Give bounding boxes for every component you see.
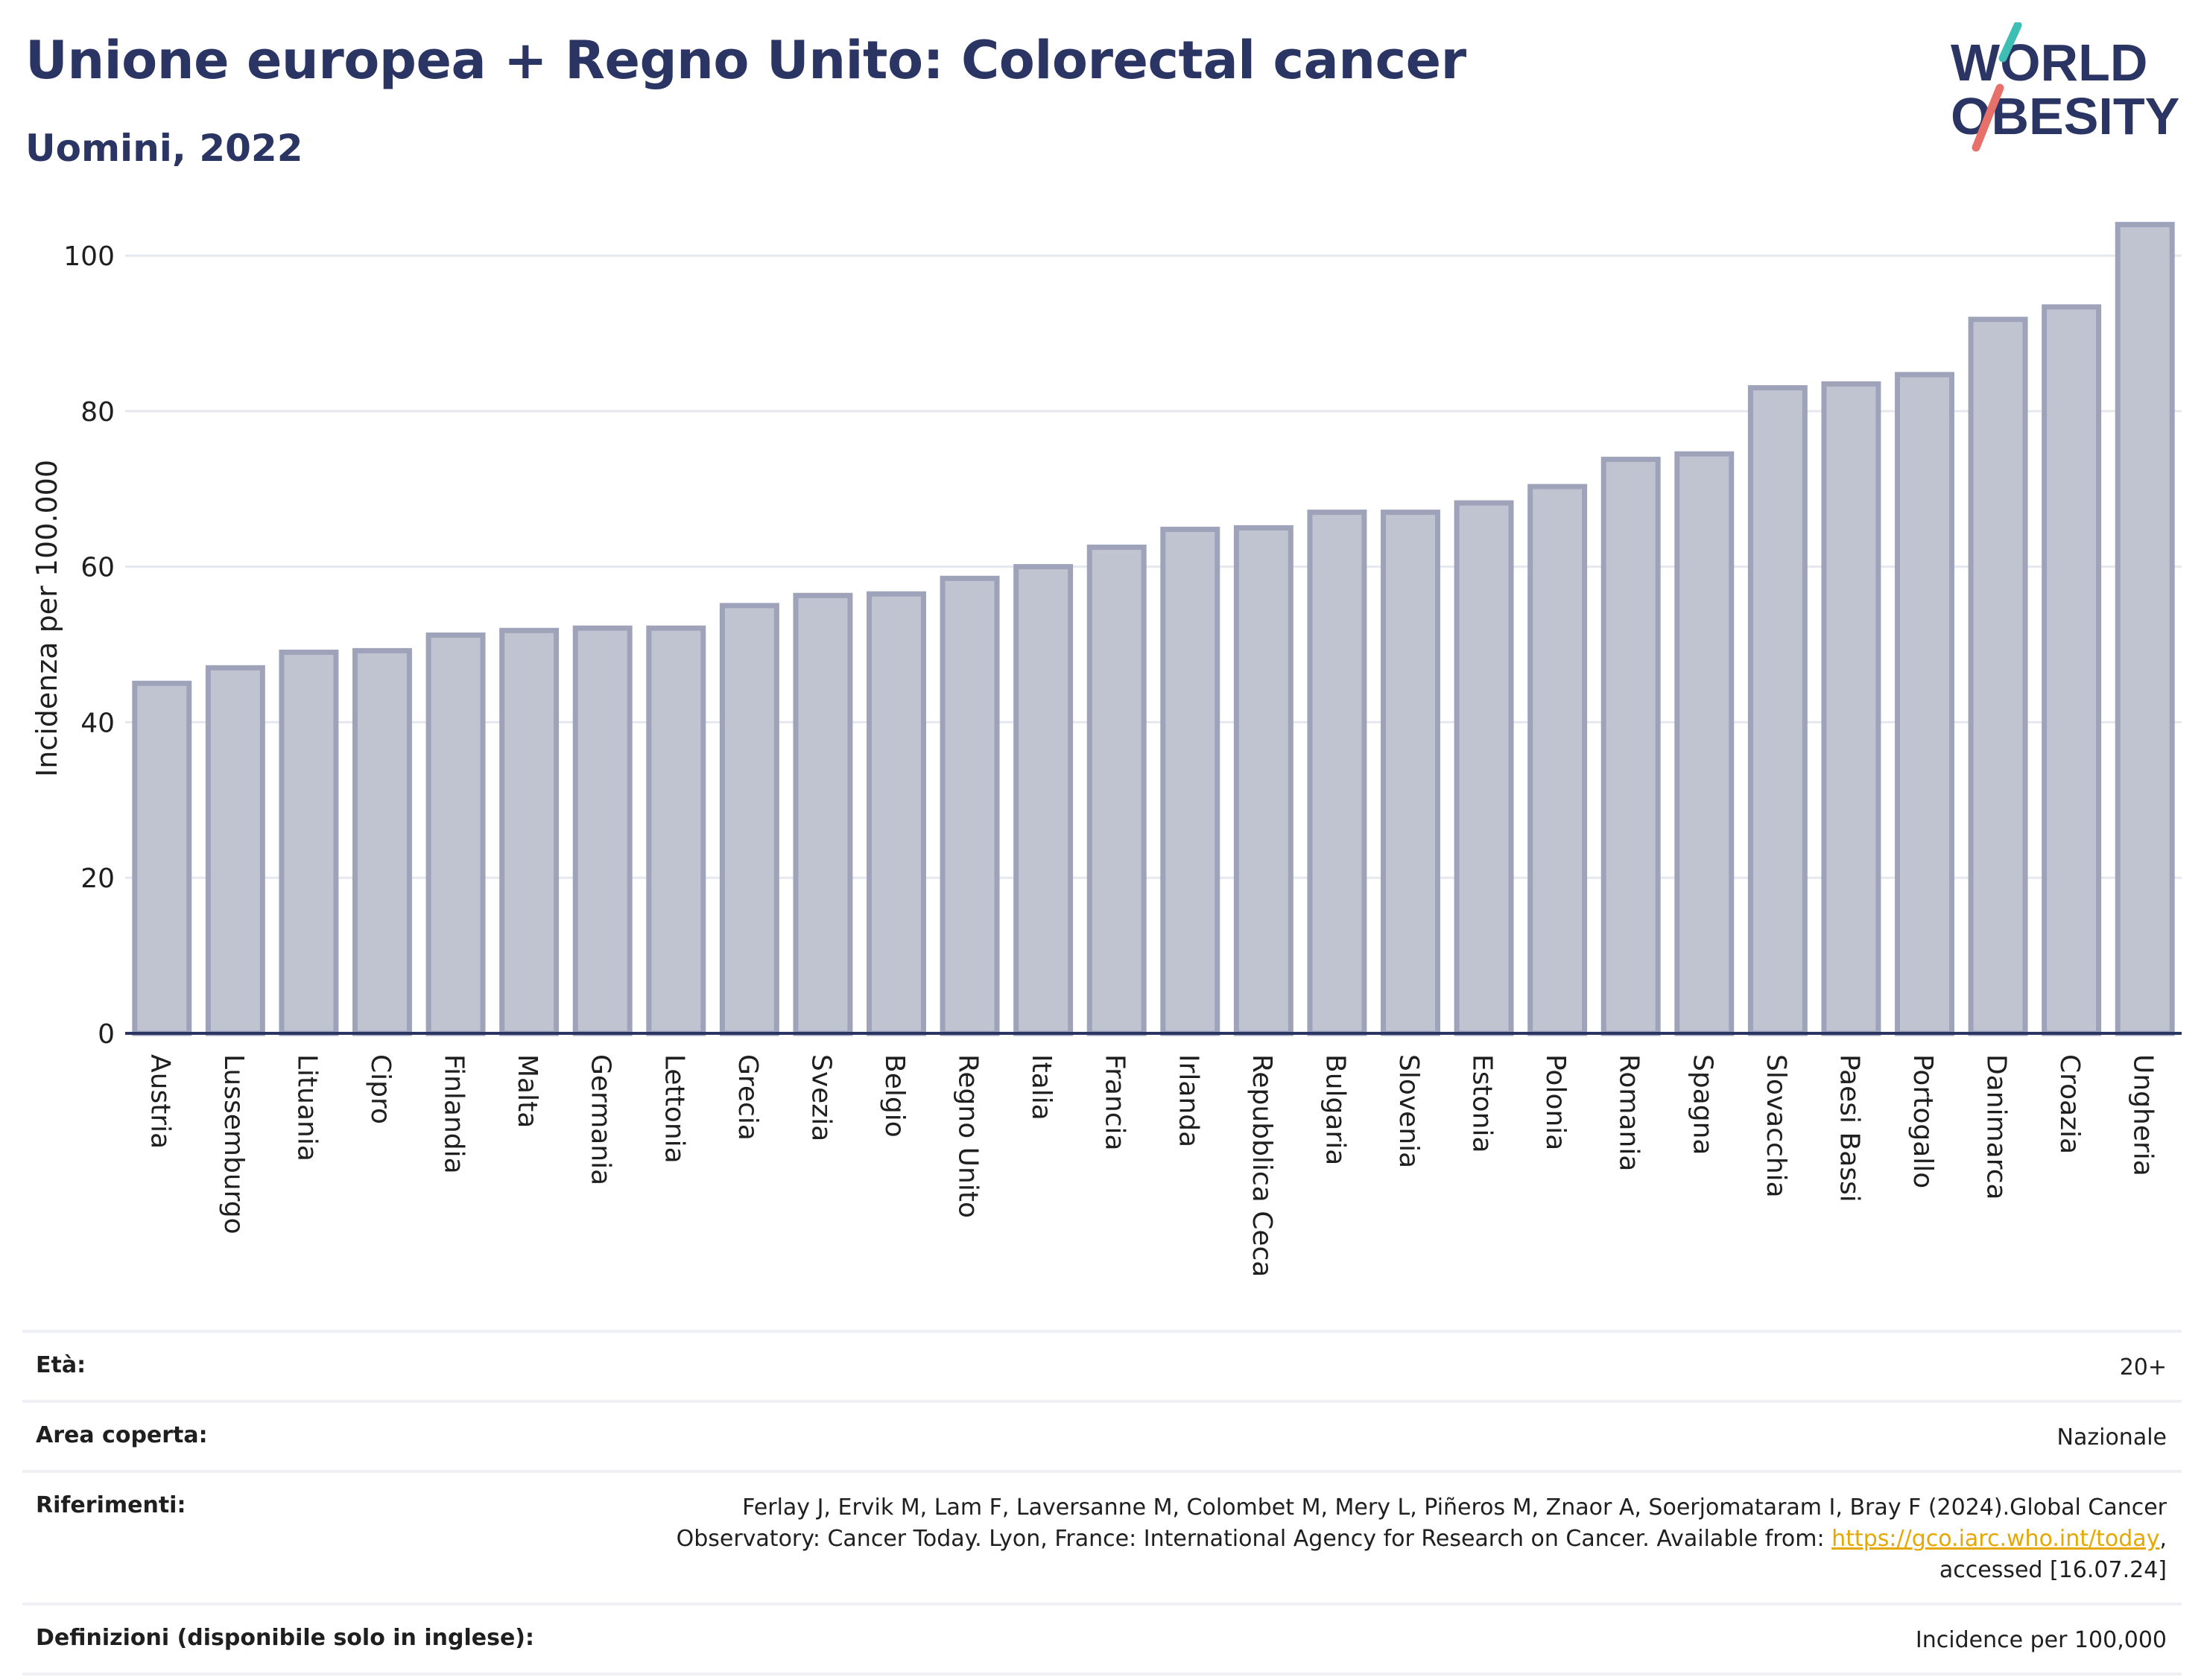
bar-grecia[interactable] <box>719 603 779 1036</box>
x-tick-label: Spagna <box>1687 1054 1717 1156</box>
bar-polonia[interactable] <box>1527 484 1588 1036</box>
bar-austria[interactable] <box>132 680 192 1036</box>
bar-francia[interactable] <box>1086 545 1147 1036</box>
bar-germania[interactable] <box>572 625 633 1036</box>
x-tick-label: Grecia <box>732 1054 763 1141</box>
x-tick-label: Regno Unito <box>953 1054 984 1218</box>
x-tick-label: Danimarca <box>1981 1054 2012 1200</box>
info-label: Definizioni (disponibile solo in inglese… <box>36 1625 534 1651</box>
y-tick-label: 20 <box>80 863 115 894</box>
x-tick-label: Malta <box>512 1054 542 1128</box>
chart-subtitle: Uomini, 2022 <box>25 127 303 170</box>
bars <box>132 221 2175 1036</box>
world-obesity-logo[interactable]: WORLD OBESITY <box>1930 22 2198 160</box>
bar-irlanda[interactable] <box>1160 527 1220 1036</box>
reference-link[interactable]: https://gco.iarc.who.int/today <box>1831 1526 2160 1552</box>
x-tick-label: Cipro <box>365 1054 396 1124</box>
y-axis-label: Incidenza per 100.000 <box>31 460 63 777</box>
x-tick-label: Polonia <box>1540 1054 1571 1150</box>
info-value: 20+ <box>2119 1354 2167 1381</box>
info-value: Incidence per 100,000 <box>1915 1627 2167 1653</box>
bar-malta[interactable] <box>499 627 560 1036</box>
tick-labels: 0 20 40 60 80 100 Austria Lussemburgo Lituania Ci… <box>63 241 2158 1277</box>
x-tick-label: Germania <box>586 1054 616 1185</box>
x-tick-label: Croazia <box>2054 1054 2085 1154</box>
bar-belgio[interactable] <box>867 591 926 1036</box>
x-tick-label: Lituania <box>291 1054 322 1161</box>
bar-finlandia[interactable] <box>425 633 486 1036</box>
x-tick-label: Romania <box>1614 1054 1644 1171</box>
info-label: Età: <box>36 1352 86 1378</box>
info-value: Nazionale <box>2056 1424 2167 1451</box>
bar-regno-unito[interactable] <box>940 575 1000 1036</box>
bar-croazia[interactable] <box>2042 304 2102 1036</box>
bar-ungheria[interactable] <box>2115 221 2175 1036</box>
bar-spagna[interactable] <box>1674 451 1735 1036</box>
y-tick-label: 100 <box>63 241 115 272</box>
info-label: Riferimenti: <box>36 1492 186 1518</box>
info-label: Area coperta: <box>36 1422 208 1448</box>
reference-suffix: , accessed [16.07.24] <box>1939 1526 2167 1583</box>
x-tick-label: Paesi Bassi <box>1834 1054 1864 1202</box>
x-tick-label: Svezia <box>805 1054 836 1141</box>
reference-text: Ferlay J, Ervik M, Lam F, Laversanne M, … <box>676 1494 2167 1552</box>
x-tick-label: Finlandia <box>439 1054 469 1174</box>
bar-danimarca[interactable] <box>1968 317 2028 1036</box>
bar-repubblica-ceca[interactable] <box>1233 524 1293 1036</box>
info-table: Età: 20+ Area coperta: Nazionale Riferim… <box>22 1330 2182 1676</box>
y-tick-label: 40 <box>80 708 115 738</box>
chart-title: Unione europea + Regno Unito: Colorectal… <box>25 30 1466 91</box>
bar-italia[interactable] <box>1013 564 1074 1036</box>
x-tick-label: Ungheria <box>2128 1054 2159 1176</box>
logo-line1: WORLD <box>1951 34 2147 92</box>
x-tick-label: Bulgaria <box>1320 1054 1350 1165</box>
bar-slovacchia[interactable] <box>1747 385 1808 1036</box>
x-tick-label: Belgio <box>879 1054 910 1138</box>
x-tick-label: Portogallo <box>1907 1054 1938 1188</box>
x-tick-label: Repubblica Ceca <box>1247 1054 1277 1277</box>
bar-cipro[interactable] <box>352 647 412 1036</box>
x-tick-label: Italia <box>1026 1054 1057 1120</box>
bar-lituania[interactable] <box>279 649 339 1036</box>
bar-lettonia[interactable] <box>646 625 706 1036</box>
logo-slash-top <box>1998 22 2022 63</box>
info-row-definitions: Definizioni (disponibile solo in inglese… <box>22 1603 2182 1676</box>
info-value: Ferlay J, Ervik M, Lam F, Laversanne M, … <box>617 1492 2167 1586</box>
x-tick-label: Estonia <box>1467 1054 1498 1153</box>
x-tick-label: Lettonia <box>659 1054 689 1164</box>
logo-slash-bottom <box>1972 83 2004 152</box>
x-tick-label: Francia <box>1100 1054 1130 1151</box>
info-row-age: Età: 20+ <box>22 1330 2182 1400</box>
bar-romania[interactable] <box>1600 457 1661 1036</box>
x-tick-label: Austria <box>145 1054 175 1149</box>
bar-chart: 0 20 40 60 80 100 Austria Lussemburgo Lituania Ci… <box>31 221 2182 1277</box>
x-tick-label: Lussemburgo <box>218 1054 249 1234</box>
bar-bulgaria[interactable] <box>1307 510 1367 1036</box>
bar-lussemburgo[interactable] <box>205 665 265 1036</box>
bar-slovenia[interactable] <box>1381 510 1440 1036</box>
y-tick-label: 80 <box>80 397 115 428</box>
x-tick-label: Irlanda <box>1173 1054 1203 1147</box>
bar-portogallo[interactable] <box>1895 372 1954 1036</box>
bar-paesi-bassi[interactable] <box>1821 381 1881 1036</box>
y-tick-label: 0 <box>98 1019 115 1050</box>
x-tick-label: Slovenia <box>1393 1054 1424 1168</box>
info-row-area: Area coperta: Nazionale <box>22 1400 2182 1470</box>
y-tick-label: 60 <box>80 553 115 583</box>
x-tick-label: Slovacchia <box>1761 1054 1791 1198</box>
bar-estonia[interactable] <box>1454 500 1514 1036</box>
info-row-references: Riferimenti: Ferlay J, Ervik M, Lam F, L… <box>22 1470 2182 1603</box>
bar-svezia[interactable] <box>793 592 853 1036</box>
